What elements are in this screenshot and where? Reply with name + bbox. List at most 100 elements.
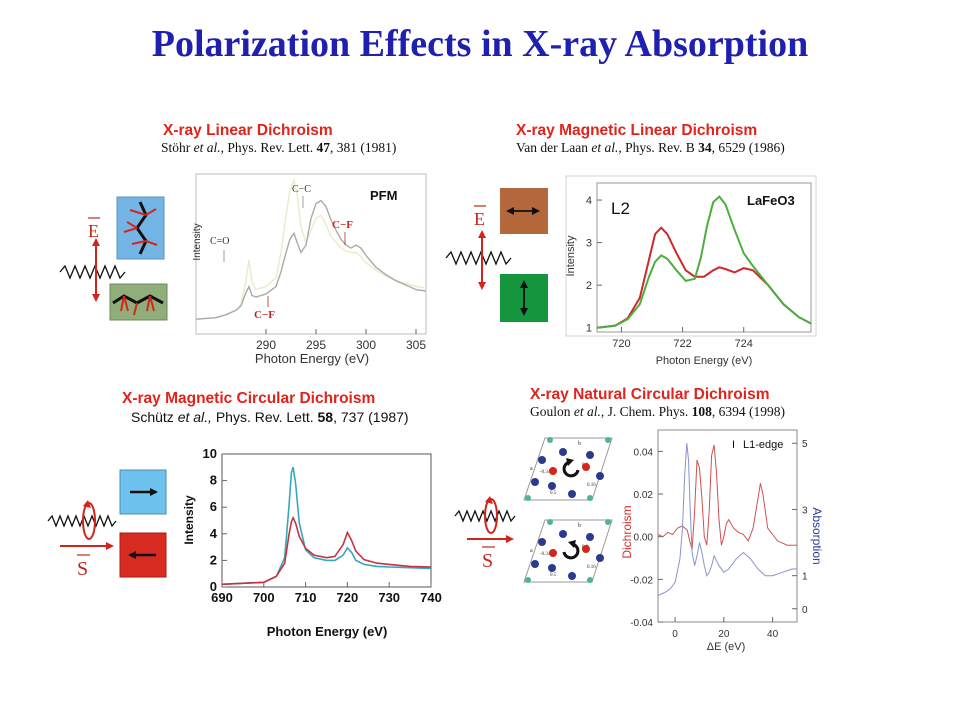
annotation-marker: I [732,439,735,451]
annotation-cf: C−F [254,309,275,321]
rotation-arrow [562,460,580,478]
x-tick-label: 40 [767,629,779,640]
annotation-cc: C−C [292,184,311,195]
atom [538,456,546,464]
axis-xlabel: ΔE (eV) [707,641,746,653]
annotation-cf: C−F [332,219,353,231]
xld-schematic: E [59,196,168,321]
xmld-schematic: E [445,188,548,322]
x-tick-label: 295 [306,338,326,352]
y-tick-label: 0.00 [634,533,654,544]
ref-journal: J. Chem. Phys. [604,404,692,419]
y-tick-label: 8 [210,473,217,488]
cell-axis-b: b [578,523,581,529]
atom [548,482,556,490]
x-tick-label: 720 [612,338,630,350]
y-tick-label: -0.04 [630,618,653,629]
ref-etal: et al., [173,409,212,425]
helicity-loop [82,502,96,540]
x-tick-label: 710 [295,590,317,605]
annotation-co: C=O [210,236,230,247]
atom [525,495,531,501]
e-vector-label: E [88,221,99,241]
ref-journal: Phys. Rev. Lett. [224,140,317,155]
helicity-arrowhead [485,496,493,504]
atom [559,530,567,538]
atom-coordinate: 0.16 [587,565,596,570]
series-line [221,515,432,586]
xncd-title: X-ray Natural Circular Dichroism [530,386,770,403]
plot-frame [195,173,427,335]
y2-tick-label: 0 [802,605,808,616]
atom-coordinate: 0.5 [550,491,557,496]
atom-coordinate: 0.5 [550,573,557,578]
ref-pages: , 381 (1981) [330,140,397,155]
helicity-arrowhead [83,500,91,508]
series-line [596,195,812,329]
axis-xlabel: Photon Energy (eV) [267,624,388,639]
s-vector-label: S [77,558,88,580]
x-tick-label: 0 [672,629,678,640]
y2-tick-label: 1 [802,572,808,583]
atom [559,448,567,456]
y-tick-label: 1 [586,323,592,335]
xmcd-plot: 690 700 710 720 730 740 0 2 4 6 8 10 Intensity Phot… [182,446,442,639]
atom-coordinate: 0.16 [587,483,596,488]
atom [549,549,557,557]
atom [605,519,611,525]
s-vector-label: S [482,550,493,572]
axis-ylabel: Dichroism [620,505,634,558]
atom [596,472,604,480]
fluorine-bonds [123,208,158,246]
annotation-edge: L1-edge [743,439,783,451]
ref-authors: Schütz [131,409,174,425]
xncd-schematic: S b a -0.34 0.0 0.16 0.5 [454,437,613,583]
y-tick-label: 0 [210,579,217,594]
atom [531,560,539,568]
e-vector-label: E [474,209,485,229]
ref-etal: et al., [190,140,225,155]
plot-frame [596,182,812,333]
atom-coordinate: -0.34 [540,552,551,557]
axis-ylabel: Intensity [565,235,577,276]
xld-reference: Stöhr et al., Phys. Rev. Lett. 47, 381 (… [161,140,396,156]
axis-y2label: Absorption [810,507,824,564]
ref-etal: et al., [587,140,622,155]
wavy-beam [445,250,512,266]
helicity-loop [484,498,498,534]
crystal-cell-top: b a -0.34 0.0 0.16 0.5 [523,437,613,501]
xmcd-schematic: S [47,469,167,580]
y-tick-label: 6 [210,499,217,514]
atom [582,545,590,553]
y2-tick-label: 3 [802,505,808,516]
axis-ylabel: Intensity [182,495,196,545]
series-line [195,199,427,320]
atom [531,478,539,486]
atom-coordinate: -0.34 [540,470,551,475]
xld-title: X-ray Linear Dichroism [163,122,333,139]
atom [582,463,590,471]
y-tick-label: 4 [210,526,218,541]
cell-axis-b: b [578,441,581,447]
atom [549,467,557,475]
magnet-box-right [119,469,167,515]
y-tick-label: 10 [203,446,217,461]
ref-pages: , 6529 (1986) [711,140,785,155]
y-tick-label: 0.04 [634,447,654,458]
xmcd-title: X-ray Magnetic Circular Dichroism [122,390,376,407]
series-line [221,467,432,586]
xmld-plot: 720 722 724 1 2 3 4 Intensity Photon Energy (e… [565,175,817,367]
y-tick-label: 2 [586,280,592,292]
molecule-box-vertical [116,196,165,260]
xld-plot: 290 295 300 305 Intensity Photon Energy (eV… [192,173,427,366]
x-tick-label: 720 [337,590,359,605]
atom [587,495,593,501]
x-tick-label: 724 [735,338,753,350]
cell-axis-a: a [530,548,533,554]
atom [568,490,576,498]
plot-frame-outer [565,175,817,337]
x-tick-label: 20 [718,629,730,640]
axis-xlabel: Photon Energy (eV) [255,351,369,366]
ref-volume: 108 [691,404,712,419]
